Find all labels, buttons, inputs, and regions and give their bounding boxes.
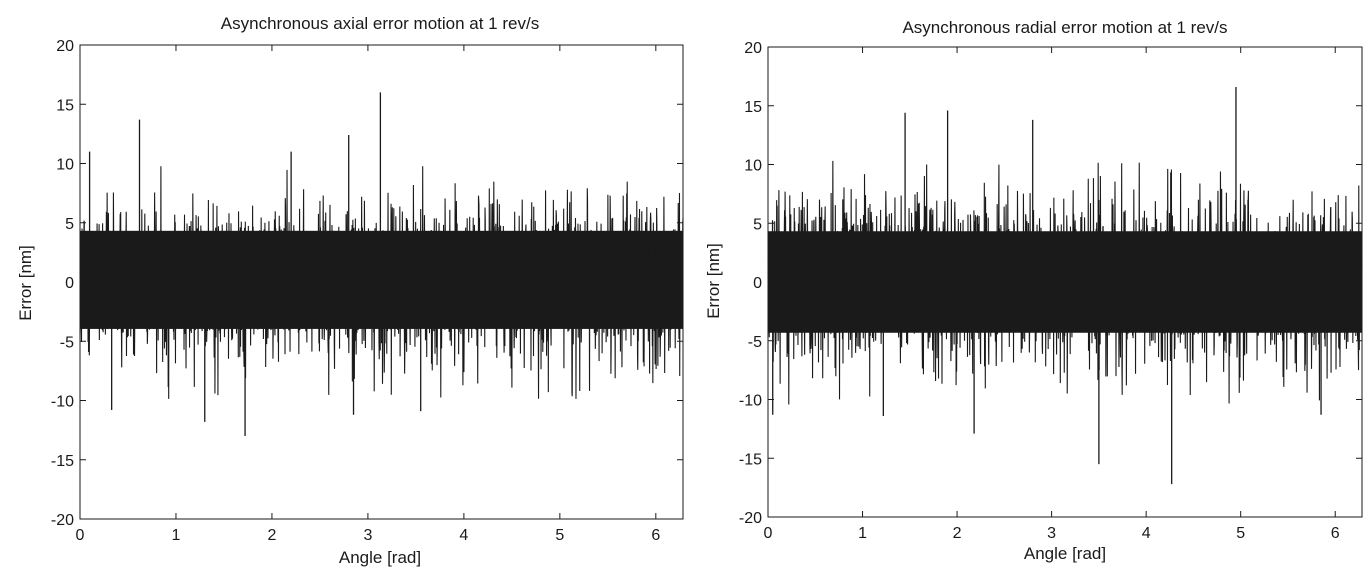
y-tick-label: -15 (51, 453, 74, 470)
x-tick-label: 4 (459, 527, 468, 544)
error-trace (79, 166, 684, 399)
x-tick-label: 5 (1236, 525, 1245, 542)
chart-title: Asynchronous axial error motion at 1 rev… (221, 14, 539, 33)
y-axis-ticks: -20 -15 -10 -5 0 5 10 15 20 (51, 38, 683, 529)
y-tick-label: -10 (739, 393, 762, 410)
error-trace (767, 160, 1363, 405)
y-axis-label: Error [nm] (16, 245, 35, 321)
y-tick-label: 20 (744, 40, 762, 57)
radial-error-chart: Asynchronous radial error motion at 1 re… (704, 18, 1363, 563)
y-tick-label: 15 (744, 99, 762, 116)
axial-error-chart: Asynchronous axial error motion at 1 rev… (16, 14, 684, 567)
y-tick-label: -5 (748, 334, 762, 351)
y-tick-label: -20 (739, 510, 762, 527)
x-tick-label: 0 (76, 527, 85, 544)
series-radial-error (767, 160, 1363, 405)
y-tick-label: 10 (744, 158, 762, 175)
series-axial-error (79, 166, 684, 399)
x-tick-label: 1 (858, 525, 867, 542)
x-tick-label: 3 (363, 527, 372, 544)
y-tick-label: -5 (60, 334, 74, 351)
y-tick-label: -20 (51, 512, 74, 529)
chart-title: Asynchronous radial error motion at 1 re… (902, 18, 1227, 37)
y-tick-label: -15 (739, 451, 762, 468)
plot-frame (79, 44, 684, 520)
plot-frame (767, 46, 1363, 518)
x-axis-ticks: 0 1 2 3 4 5 6 (764, 47, 1340, 542)
x-tick-label: 2 (267, 527, 276, 544)
x-axis-label: Angle [rad] (1024, 544, 1106, 563)
y-tick-label: 5 (753, 216, 762, 233)
y-axis-label: Error [nm] (704, 243, 723, 319)
x-axis-ticks: 0 1 2 3 4 5 6 (76, 45, 660, 544)
y-tick-label: 0 (65, 275, 74, 292)
y-tick-label: 10 (56, 157, 74, 174)
spike-layer (772, 86, 1322, 485)
x-tick-label: 1 (172, 527, 181, 544)
y-tick-label: 0 (753, 275, 762, 292)
y-axis-ticks: -20 -15 -10 -5 0 5 10 15 20 (739, 40, 1362, 527)
x-axis-label: Angle [rad] (339, 548, 421, 567)
y-tick-label: 20 (56, 38, 74, 55)
spike-layer (88, 92, 422, 437)
y-tick-label: 15 (56, 97, 74, 114)
y-tick-label: 5 (65, 216, 74, 233)
x-tick-label: 3 (1047, 525, 1056, 542)
x-tick-label: 4 (1142, 525, 1151, 542)
y-tick-label: -10 (51, 394, 74, 411)
x-tick-label: 2 (953, 525, 962, 542)
x-tick-label: 6 (1331, 525, 1340, 542)
x-tick-label: 5 (555, 527, 564, 544)
x-tick-label: 6 (651, 527, 660, 544)
x-tick-label: 0 (764, 525, 773, 542)
